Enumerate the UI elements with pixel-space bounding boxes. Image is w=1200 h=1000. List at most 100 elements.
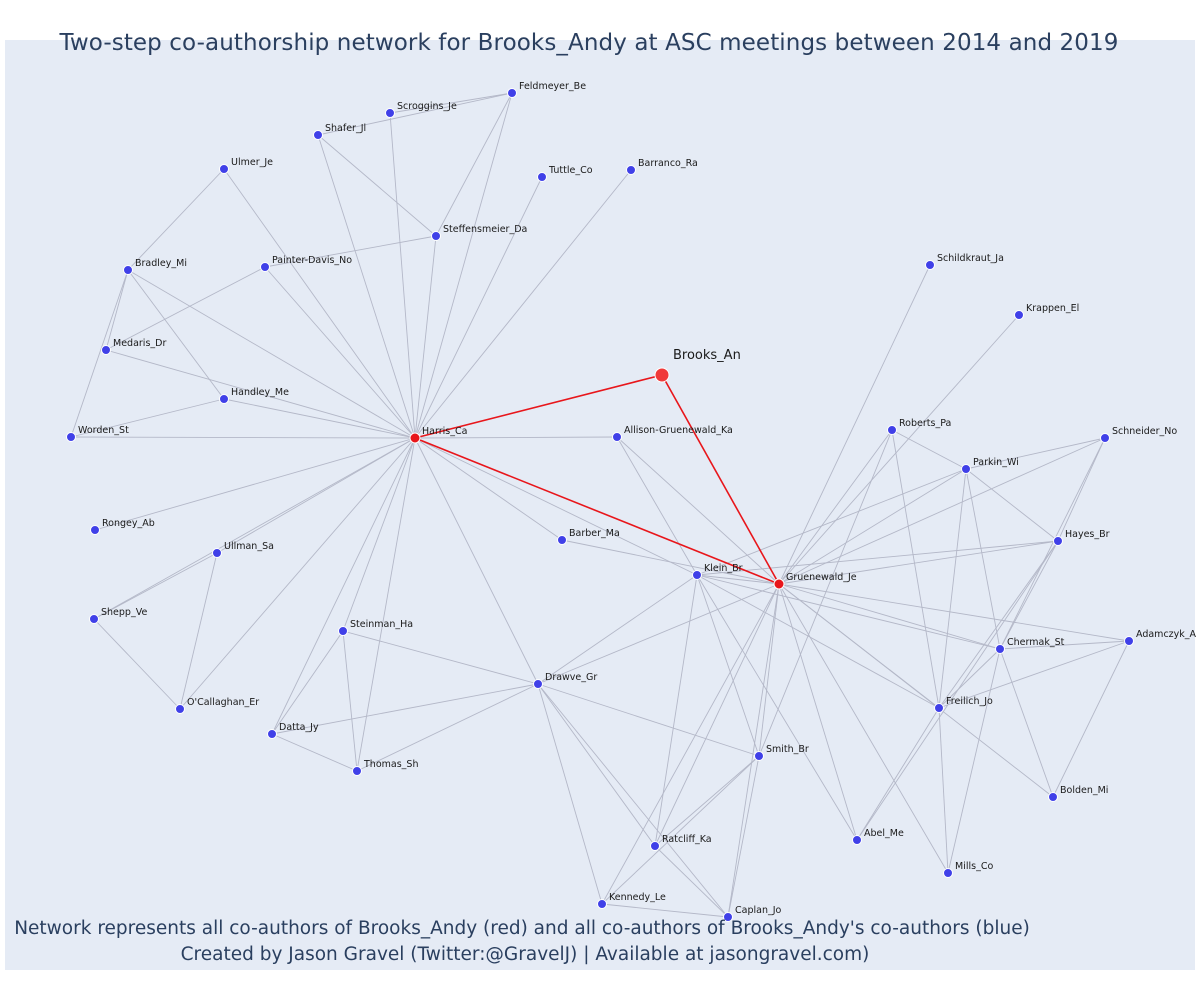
node-shepp-ve[interactable] xyxy=(89,614,99,624)
node-datta-jy[interactable] xyxy=(267,729,277,739)
node-hayes-br[interactable] xyxy=(1053,536,1063,546)
node-worden-st[interactable] xyxy=(66,432,76,442)
edge-roberts-pa-freilich-jo xyxy=(891,429,940,709)
node-barranco-ra[interactable] xyxy=(626,165,636,175)
node-label-smith-br: Smith_Br xyxy=(766,744,809,755)
node-label-adamczyk-a: Adamczyk_A xyxy=(1136,629,1197,640)
node-painter-davis-no[interactable] xyxy=(260,262,270,272)
edge-gruenewald-je-adamczyk-a xyxy=(778,583,1130,642)
edge-harris-ca-ulmer-je xyxy=(223,168,416,439)
node-schildkraut-ja[interactable] xyxy=(925,260,935,270)
node-harris-ca[interactable] xyxy=(409,432,421,444)
edge-smith-br-ratcliff-ka xyxy=(654,755,760,847)
node-label-klein-br: Klein_Br xyxy=(704,563,743,574)
node-label-brooks-an: Brooks_An xyxy=(673,348,741,363)
node-bradley-mi[interactable] xyxy=(123,265,133,275)
node-medaris-dr[interactable] xyxy=(101,345,111,355)
node-ullman-sa[interactable] xyxy=(212,548,222,558)
edge-roberts-pa-smith-br xyxy=(758,429,893,757)
node-label-steffensmeier-da: Steffensmeier_Da xyxy=(443,224,527,235)
edge-schneider-no-hayes-br xyxy=(1057,437,1106,542)
edge-shafer-jl-steffensmeier-da xyxy=(317,134,437,237)
edge-ratcliff-ka-caplan-jo xyxy=(654,845,729,918)
edge-chermak-st-mills-co xyxy=(947,648,1001,874)
node-label-hayes-br: Hayes_Br xyxy=(1065,529,1110,540)
edge-gruenewald-je-chermak-st xyxy=(778,583,1001,650)
edge-harris-ca-datta-jy xyxy=(271,437,416,735)
node-chermak-st[interactable] xyxy=(995,644,1005,654)
node-tuttle-co[interactable] xyxy=(537,172,547,182)
node-scroggins-je[interactable] xyxy=(385,108,395,118)
node-steinman-ha[interactable] xyxy=(338,626,348,636)
edge-ullman-sa-o-callaghan-er xyxy=(179,552,218,710)
edge-klein-br-gruenewald-je xyxy=(696,574,780,585)
edge-harris-ca-rongey-ab xyxy=(94,437,416,531)
edge-harris-ca-scroggins-je xyxy=(389,112,416,439)
edge-drawve-gr-klein-br xyxy=(537,574,698,685)
node-allison-gruenewald-ka[interactable] xyxy=(612,432,622,442)
node-abel-me[interactable] xyxy=(852,835,862,845)
edge-smith-br-caplan-jo xyxy=(727,755,760,918)
node-label-scroggins-je: Scroggins_Je xyxy=(397,101,457,112)
node-label-shepp-ve: Shepp_Ve xyxy=(101,607,147,618)
node-o-callaghan-er[interactable] xyxy=(175,704,185,714)
node-shafer-jl[interactable] xyxy=(313,130,323,140)
node-label-feldmeyer-be: Feldmeyer_Be xyxy=(519,81,586,92)
node-label-datta-jy: Datta_Jy xyxy=(279,722,319,733)
edge-shafer-jl-feldmeyer-be xyxy=(317,92,513,136)
node-label-painter-davis-no: Painter-Davis_No xyxy=(272,255,352,266)
node-krappen-el[interactable] xyxy=(1014,310,1024,320)
node-label-o-callaghan-er: O'Callaghan_Er xyxy=(187,697,259,708)
edge-harris-ca-feldmeyer-be xyxy=(414,92,513,439)
edge-parkin-wi-freilich-jo xyxy=(938,468,967,709)
edge-drawve-gr-gruenewald-je xyxy=(537,583,780,685)
edge-steffensmeier-da-painter-davis-no xyxy=(264,235,437,268)
edge-steffensmeier-da-feldmeyer-be xyxy=(435,92,513,237)
node-ratcliff-ka[interactable] xyxy=(650,841,660,851)
node-drawve-gr[interactable] xyxy=(533,679,543,689)
edge-klein-br-abel-me xyxy=(696,574,858,841)
node-brooks-an[interactable] xyxy=(654,367,670,383)
node-label-barranco-ra: Barranco_Ra xyxy=(638,158,698,169)
edge-kennedy-le-caplan-jo xyxy=(601,903,729,918)
node-parkin-wi[interactable] xyxy=(961,464,971,474)
edge-harris-ca-barber-ma xyxy=(414,437,563,541)
node-handley-me[interactable] xyxy=(219,394,229,404)
edge-harris-ca-gruenewald-je xyxy=(414,437,780,585)
node-feldmeyer-be[interactable] xyxy=(507,88,517,98)
node-barber-ma[interactable] xyxy=(557,535,567,545)
edge-roberts-pa-parkin-wi xyxy=(891,429,967,470)
edge-gruenewald-je-schneider-no xyxy=(778,437,1106,585)
edge-harris-ca-tuttle-co xyxy=(414,176,543,439)
node-caplan-jo[interactable] xyxy=(723,912,733,922)
edge-hayes-br-abel-me xyxy=(856,540,1059,841)
edges-layer xyxy=(70,92,1130,918)
node-klein-br[interactable] xyxy=(692,570,702,580)
edge-harris-ca-allison-gruenewald-ka xyxy=(414,436,618,439)
edge-harris-ca-barranco-ra xyxy=(414,169,632,439)
node-label-schneider-no: Schneider_No xyxy=(1112,426,1177,437)
footer-caption: Network represents all co-authors of Bro… xyxy=(14,918,1030,939)
node-thomas-sh[interactable] xyxy=(352,766,362,776)
node-adamczyk-a[interactable] xyxy=(1124,636,1134,646)
edge-harris-ca-steffensmeier-da xyxy=(414,235,437,439)
edge-steinman-ha-thomas-sh xyxy=(342,630,358,772)
node-kennedy-le[interactable] xyxy=(597,899,607,909)
edge-schneider-no-chermak-st xyxy=(999,437,1106,650)
node-steffensmeier-da[interactable] xyxy=(431,231,441,241)
node-schneider-no[interactable] xyxy=(1100,433,1110,443)
node-gruenewald-je[interactable] xyxy=(773,578,785,590)
node-freilich-jo[interactable] xyxy=(934,703,944,713)
node-roberts-pa[interactable] xyxy=(887,425,897,435)
edge-harris-ca-steinman-ha xyxy=(342,437,416,632)
node-rongey-ab[interactable] xyxy=(90,525,100,535)
node-ulmer-je[interactable] xyxy=(219,164,229,174)
node-bolden-mi[interactable] xyxy=(1048,792,1058,802)
edge-harris-ca-handley-me xyxy=(223,398,416,439)
edge-thomas-sh-drawve-gr xyxy=(356,683,539,772)
node-smith-br[interactable] xyxy=(754,751,764,761)
node-label-gruenewald-je: Gruenewald_Je xyxy=(786,572,857,583)
edge-chermak-st-freilich-jo xyxy=(938,648,1001,709)
node-mills-co[interactable] xyxy=(943,868,953,878)
